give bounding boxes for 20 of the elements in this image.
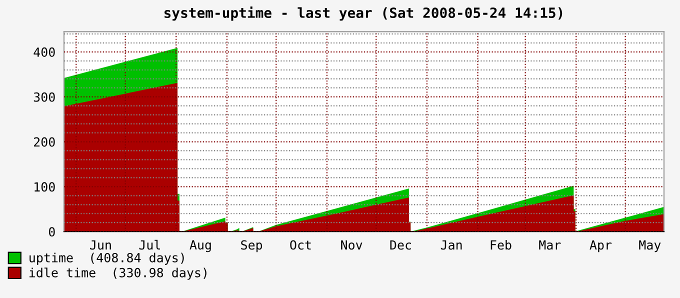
x-tick-label: Jul: [139, 240, 160, 250]
x-tick-label: Oct: [290, 240, 311, 250]
x-tick-label: Jun: [90, 240, 111, 250]
legend-label: uptime (408.84 days): [30, 252, 184, 265]
y-tick-label: 400: [34, 47, 55, 57]
x-tick-label: Sep: [241, 240, 262, 252]
x-tick-label: Feb: [490, 240, 512, 250]
y-tick-label: 200: [34, 137, 55, 147]
y-tick-label: 0: [48, 227, 55, 237]
legend-label: idle time (330.98 days): [29, 268, 206, 280]
y-tick-label: 100: [34, 182, 55, 192]
x-tick-label: Dec: [390, 240, 411, 250]
x-tick-label: Nov: [341, 240, 362, 250]
x-tick-label: Apr: [590, 240, 612, 252]
x-tick-label: May: [639, 240, 661, 252]
x-tick-label: Mar: [539, 240, 561, 250]
x-tick-label: Jan: [440, 240, 462, 250]
chart-title: system-uptime - last year (Sat 2008-05-24 14:15): [164, 6, 562, 21]
y-tick-label: 300: [34, 92, 55, 102]
x-tick-label: Aug: [190, 240, 211, 252]
